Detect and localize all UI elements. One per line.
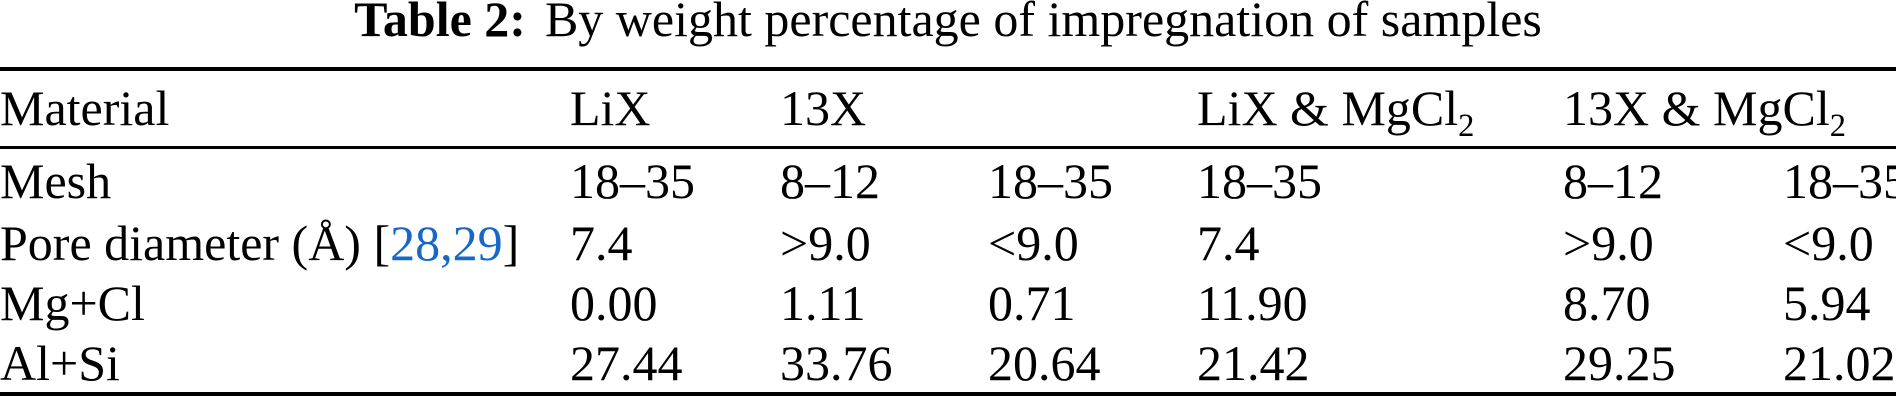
cell: 0.00 bbox=[570, 275, 658, 331]
cell: 18–35 bbox=[1197, 152, 1323, 209]
cell: 8–12 bbox=[780, 152, 880, 209]
header-13x: 13X bbox=[780, 80, 867, 137]
cell: 21.42 bbox=[1197, 334, 1310, 391]
header-material: Material bbox=[0, 80, 170, 137]
row-label: Pore diameter (Å) [28,29] bbox=[0, 213, 570, 273]
citation-link-28-29[interactable]: 28,29 bbox=[390, 215, 503, 271]
cell: >9.0 bbox=[1563, 215, 1654, 271]
caption-label: Table 2: bbox=[354, 0, 526, 47]
impregnation-table: Material LiX 13X LiX & MgCl2 13X & MgCl2… bbox=[0, 67, 1896, 396]
header-13x-mgcl2-text: 13X & MgCl bbox=[1563, 80, 1830, 137]
cell: 33.76 bbox=[780, 334, 893, 391]
table-row-al-si: Al+Si 27.44 33.76 20.64 21.42 29.25 21.0… bbox=[0, 333, 1896, 394]
header-13x-mgcl2: 13X & MgCl2 bbox=[1563, 69, 1896, 147]
cell: 8–12 bbox=[1563, 152, 1664, 209]
row-label-prefix: Pore diameter (Å) [ bbox=[0, 215, 391, 271]
cell: 1.11 bbox=[780, 275, 866, 331]
cell: <9.0 bbox=[1783, 215, 1874, 271]
table-row-mg-cl: Mg+Cl 0.00 1.11 0.71 11.90 8.70 5.94 bbox=[0, 273, 1896, 333]
cell: 18–35 bbox=[1783, 152, 1896, 209]
cell: 20.64 bbox=[988, 334, 1101, 391]
cell: 7.4 bbox=[570, 215, 633, 271]
row-label: Al+Si bbox=[0, 334, 120, 391]
cell: 21.02 bbox=[1783, 334, 1896, 391]
cell: 7.4 bbox=[1197, 215, 1260, 271]
cell: 27.44 bbox=[570, 334, 683, 391]
header-row: Material LiX 13X LiX & MgCl2 13X & MgCl2 bbox=[0, 69, 1896, 147]
cell: 11.90 bbox=[1197, 275, 1308, 331]
header-lix-mgcl2-subscript: 2 bbox=[1458, 108, 1475, 145]
cell: 8.70 bbox=[1563, 275, 1651, 331]
row-label: Mesh bbox=[0, 152, 112, 209]
cell: 18–35 bbox=[570, 152, 695, 209]
header-lix-mgcl2: LiX & MgCl2 bbox=[1197, 69, 1563, 147]
row-label: Mg+Cl bbox=[0, 275, 145, 331]
cell: 5.94 bbox=[1783, 275, 1871, 331]
cell: 0.71 bbox=[988, 275, 1076, 331]
header-lix-mgcl2-text: LiX & MgCl bbox=[1197, 80, 1459, 137]
header-13x-mgcl2-subscript: 2 bbox=[1829, 108, 1846, 145]
caption-text: By weight percentage of impregnation of … bbox=[544, 0, 1542, 47]
header-lix: LiX bbox=[570, 80, 651, 137]
cell: >9.0 bbox=[780, 215, 871, 271]
cell: 18–35 bbox=[988, 152, 1113, 209]
cell: 29.25 bbox=[1563, 334, 1676, 391]
table-row-mesh: Mesh 18–35 8–12 18–35 18–35 8–12 18–35 bbox=[0, 147, 1896, 213]
row-label-suffix: ] bbox=[502, 215, 520, 271]
table-row-pore-diameter: Pore diameter (Å) [28,29] 7.4 >9.0 <9.0 … bbox=[0, 213, 1896, 273]
table-caption: Table 2: By weight percentage of impregna… bbox=[0, 0, 1896, 44]
cell: <9.0 bbox=[988, 215, 1079, 271]
